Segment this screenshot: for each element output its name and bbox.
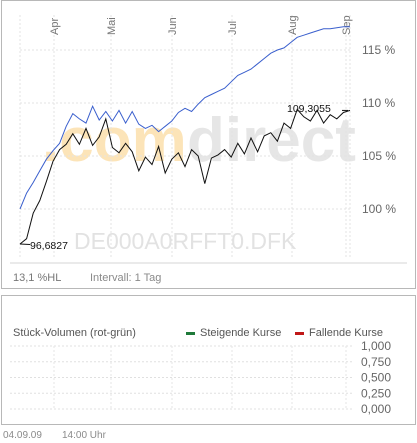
volume-y-tick-label: 1,000 (361, 339, 391, 353)
falling-legend-swatch (295, 332, 304, 335)
hl-label: 13,1 %HL (13, 272, 61, 284)
x-tick-label: Mai (106, 17, 118, 35)
x-tick-label: Apr (49, 18, 61, 35)
price-chart-panel: .com direct DE000A0RFFT0.DFK Apr Mai Jun Ju… (1, 0, 416, 289)
rising-legend-label: Steigende Kurse (200, 327, 281, 339)
x-tick-label: Sep (341, 15, 353, 35)
footer-time: 14:00 Uhr (62, 430, 106, 441)
volume-panel: Stück-Volumen (rot-grün) Steigende Kurse… (1, 295, 416, 425)
low-annotation: 96,6827 (30, 240, 68, 252)
y-tick-label: 110 % (362, 96, 395, 110)
x-tick-label: Jul (227, 21, 239, 35)
watermark-suffix: direct (187, 106, 356, 175)
index-line (19, 26, 350, 210)
falling-legend-label: Fallende Kurse (309, 327, 383, 339)
volume-y-tick-label: 0,000 (361, 402, 391, 416)
price-chart: .com direct DE000A0RFFT0.DFK Apr Mai Jun Ju… (10, 15, 407, 284)
x-tick-label: Jun (167, 17, 179, 35)
y-tick-label: 115 % (362, 43, 395, 57)
volume-y-tick-label: 0,250 (361, 386, 391, 400)
volume-chart: Stück-Volumen (rot-grün) Steigende Kurse… (10, 327, 391, 416)
low-marker (19, 243, 31, 245)
volume-y-tick-label: 0,750 (361, 355, 391, 369)
x-tick-label: Aug (287, 15, 299, 35)
watermark-prefix: .com (42, 106, 187, 175)
price-line (19, 108, 351, 245)
rising-legend-swatch (186, 332, 195, 335)
y-tick-label: 100 % (362, 202, 396, 216)
y-tick-label: 105 % (362, 149, 396, 163)
volume-title: Stück-Volumen (rot-grün) (13, 327, 136, 339)
high-annotation: 109,3055 (287, 103, 331, 115)
footer-date: 04.09.09 (3, 430, 42, 441)
isin-watermark: DE000A0RFFT0.DFK (74, 228, 297, 254)
volume-y-tick-label: 0,500 (361, 371, 391, 385)
interval-label: Intervall: 1 Tag (90, 272, 161, 284)
